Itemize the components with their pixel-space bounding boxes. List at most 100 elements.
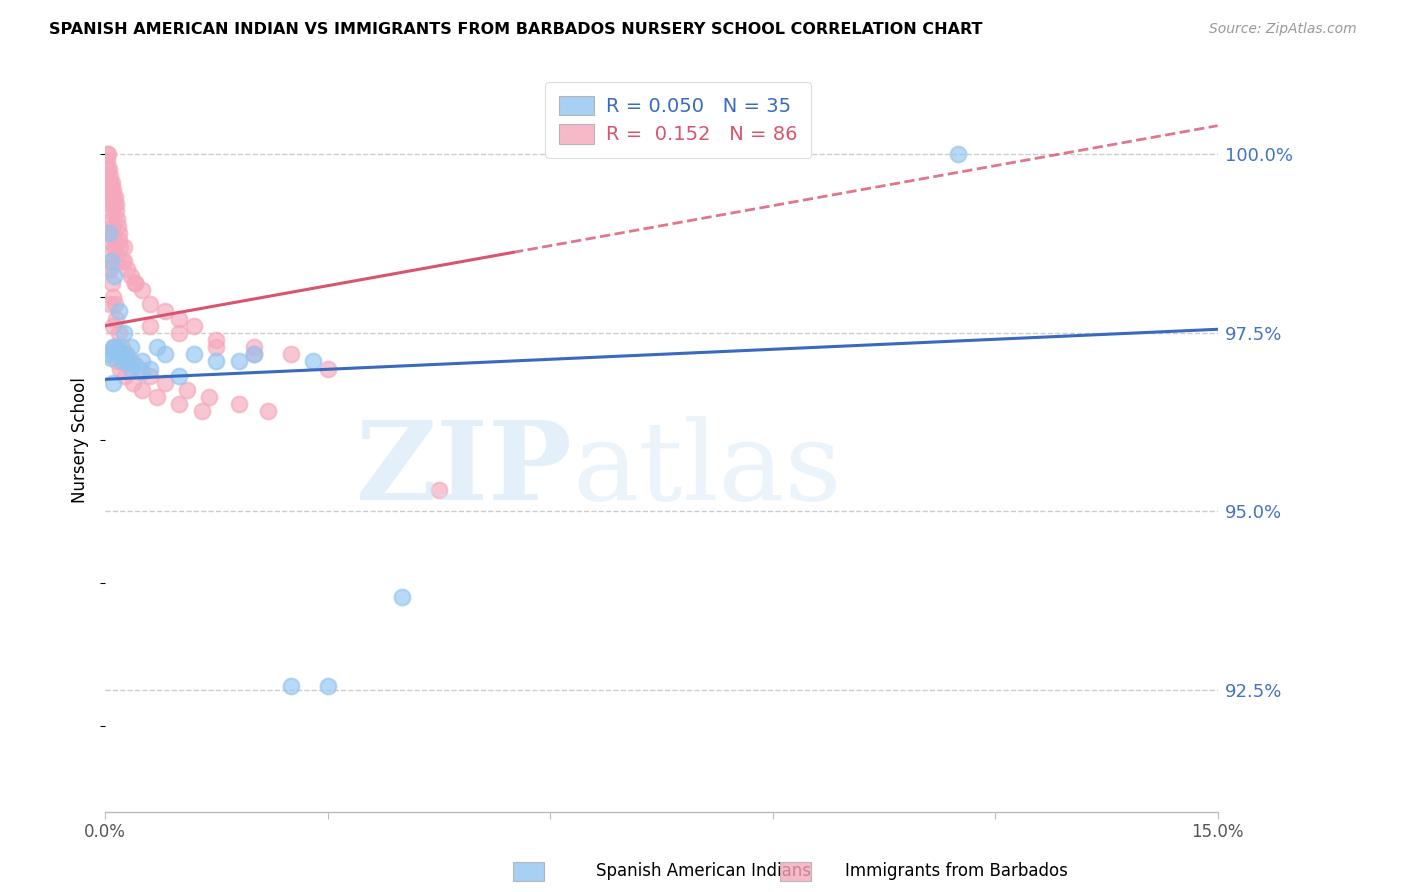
Point xyxy=(131,283,153,297)
Point xyxy=(96,233,118,247)
Point xyxy=(100,254,122,268)
Point xyxy=(98,169,121,183)
Point xyxy=(103,240,125,254)
Point xyxy=(302,354,325,368)
Point xyxy=(100,351,122,365)
Point xyxy=(205,354,228,368)
Point xyxy=(105,211,128,226)
Point xyxy=(112,240,135,254)
Point xyxy=(104,297,127,311)
Point xyxy=(110,354,132,368)
Point xyxy=(316,680,339,694)
Point xyxy=(205,333,228,347)
Point xyxy=(190,404,212,418)
Point xyxy=(138,368,160,383)
Point xyxy=(138,297,160,311)
Point xyxy=(131,354,153,368)
Text: Immigrants from Barbados: Immigrants from Barbados xyxy=(845,863,1067,880)
Point xyxy=(104,247,127,261)
Point xyxy=(153,304,176,318)
Point xyxy=(98,190,121,204)
Point xyxy=(169,368,191,383)
Point xyxy=(124,276,146,290)
Point xyxy=(316,361,339,376)
Text: Source: ZipAtlas.com: Source: ZipAtlas.com xyxy=(1209,22,1357,37)
Text: Spanish American Indians: Spanish American Indians xyxy=(596,863,810,880)
Point xyxy=(198,390,221,404)
Point xyxy=(105,340,128,354)
Text: ZIP: ZIP xyxy=(356,417,572,524)
Point xyxy=(115,347,138,361)
Point xyxy=(205,340,228,354)
Point xyxy=(97,183,120,197)
Point xyxy=(108,240,131,254)
Point xyxy=(105,197,128,211)
Point xyxy=(100,197,122,211)
Point xyxy=(124,276,146,290)
Point xyxy=(280,680,302,694)
Point xyxy=(97,347,120,361)
Point xyxy=(101,190,124,204)
Point xyxy=(104,233,127,247)
Point xyxy=(108,343,131,358)
Point xyxy=(176,383,198,397)
Point xyxy=(107,347,129,361)
Text: atlas: atlas xyxy=(572,417,842,524)
Point xyxy=(96,161,118,176)
Point xyxy=(183,318,205,333)
Point xyxy=(107,326,129,340)
Point xyxy=(146,340,169,354)
Point xyxy=(169,311,191,326)
Point xyxy=(242,347,264,361)
Point xyxy=(153,347,176,361)
Point xyxy=(117,354,139,368)
Point xyxy=(120,354,142,368)
Point xyxy=(107,226,129,240)
Text: SPANISH AMERICAN INDIAN VS IMMIGRANTS FROM BARBADOS NURSERY SCHOOL CORRELATION C: SPANISH AMERICAN INDIAN VS IMMIGRANTS FR… xyxy=(49,22,983,37)
Point xyxy=(114,368,136,383)
Point xyxy=(257,404,280,418)
Point xyxy=(153,376,176,390)
Point xyxy=(96,154,118,169)
Point xyxy=(103,183,125,197)
Point xyxy=(107,304,129,318)
Point xyxy=(107,219,129,233)
Point xyxy=(131,365,153,379)
Point xyxy=(242,347,264,361)
Point xyxy=(120,268,142,283)
Point xyxy=(101,376,124,390)
Point xyxy=(103,343,125,358)
Point xyxy=(242,340,264,354)
Point xyxy=(101,176,124,190)
Point xyxy=(101,340,124,354)
Point xyxy=(97,176,120,190)
Point xyxy=(169,326,191,340)
Point xyxy=(104,190,127,204)
Point xyxy=(103,290,125,304)
Y-axis label: Nursery School: Nursery School xyxy=(72,377,89,503)
Point xyxy=(169,397,191,411)
Point xyxy=(112,254,135,268)
Point xyxy=(138,318,160,333)
Point xyxy=(108,233,131,247)
Point xyxy=(98,297,121,311)
Legend: R = 0.050   N = 35, R =  0.152   N = 86: R = 0.050 N = 35, R = 0.152 N = 86 xyxy=(546,82,811,158)
Point xyxy=(103,268,125,283)
Point xyxy=(112,326,135,340)
Point xyxy=(427,483,450,497)
Point xyxy=(120,340,142,354)
Point xyxy=(96,147,118,161)
Point xyxy=(131,383,153,397)
Point xyxy=(228,397,250,411)
Point xyxy=(103,197,125,211)
Point xyxy=(105,354,128,368)
Point xyxy=(124,358,146,372)
Point xyxy=(183,347,205,361)
Point xyxy=(105,254,128,268)
Point xyxy=(100,176,122,190)
Point xyxy=(115,347,138,361)
Point xyxy=(120,361,142,376)
Point xyxy=(97,226,120,240)
Point xyxy=(105,311,128,326)
Point xyxy=(104,204,127,219)
